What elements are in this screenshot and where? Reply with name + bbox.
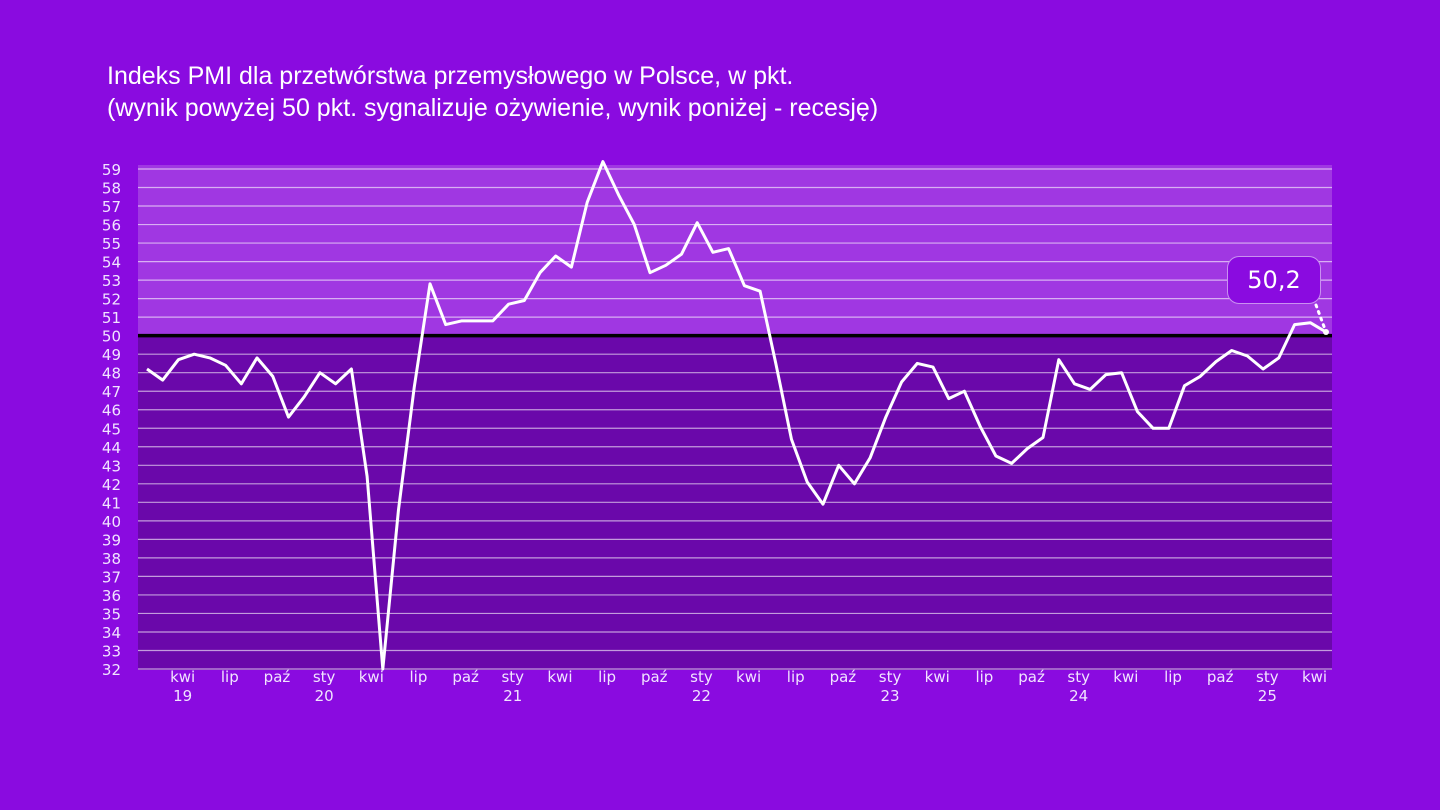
x-tick-label: kwi <box>1113 668 1138 686</box>
x-tick-label: kwi <box>547 668 572 686</box>
y-tick-label: 49 <box>102 346 121 364</box>
x-tick-label: lip <box>410 668 428 686</box>
x-tick-label: lip <box>1164 668 1182 686</box>
x-tick-label: sty <box>1067 668 1090 686</box>
x-tick-label: kwi <box>736 668 761 686</box>
x-tick-label: sty <box>1256 668 1279 686</box>
chart-title-line1: Indeks PMI dla przetwórstwa przemysłoweg… <box>107 62 794 90</box>
last-value-label: 50,2 <box>1247 266 1301 294</box>
above-threshold-band <box>138 165 1332 336</box>
y-tick-label: 35 <box>102 605 121 623</box>
x-tick-label: lip <box>221 668 239 686</box>
x-tick-label: kwi <box>359 668 384 686</box>
x-tick-label: lip <box>975 668 993 686</box>
chart-title: Indeks PMI dla przetwórstwa przemysłoweg… <box>107 60 878 124</box>
y-tick-label: 52 <box>102 291 121 309</box>
x-tick-year-label: 19 <box>173 687 192 705</box>
x-tick-year-label: 22 <box>692 687 711 705</box>
y-tick-label: 53 <box>102 272 121 290</box>
x-tick-label: kwi <box>925 668 950 686</box>
x-tick-label: paź <box>641 668 668 686</box>
y-tick-label: 57 <box>102 198 121 216</box>
x-tick-label: paź <box>830 668 857 686</box>
y-tick-label: 32 <box>102 661 121 679</box>
y-tick-label: 44 <box>102 439 121 457</box>
y-tick-label: 55 <box>102 235 121 253</box>
last-value-callout: 50,2 <box>1227 256 1321 304</box>
y-tick-label: 40 <box>102 513 121 531</box>
x-tick-year-label: 20 <box>315 687 334 705</box>
y-tick-label: 46 <box>102 402 121 420</box>
x-tick-label: sty <box>879 668 902 686</box>
x-tick-label: kwi <box>1302 668 1327 686</box>
y-tick-label: 47 <box>102 383 121 401</box>
x-tick-label: sty <box>690 668 713 686</box>
y-tick-label: 34 <box>102 624 121 642</box>
y-tick-label: 43 <box>102 457 121 475</box>
x-tick-label: paź <box>1018 668 1045 686</box>
y-tick-label: 45 <box>102 420 121 438</box>
y-tick-label: 36 <box>102 587 121 605</box>
y-tick-label: 42 <box>102 476 121 494</box>
x-tick-label: paź <box>264 668 291 686</box>
y-tick-label: 56 <box>102 217 121 235</box>
y-tick-label: 54 <box>102 254 121 272</box>
x-tick-label: sty <box>313 668 336 686</box>
y-tick-label: 48 <box>102 365 121 383</box>
y-tick-label: 59 <box>102 161 121 179</box>
x-tick-label: paź <box>1207 668 1234 686</box>
y-tick-label: 39 <box>102 531 121 549</box>
pmi-series-line <box>146 160 1327 671</box>
y-tick-label: 41 <box>102 494 121 512</box>
x-tick-label: paź <box>452 668 479 686</box>
x-tick-year-label: 25 <box>1258 687 1277 705</box>
y-tick-label: 38 <box>102 550 121 568</box>
y-tick-label: 50 <box>102 328 121 346</box>
y-tick-label: 51 <box>102 309 121 327</box>
x-tick-label: sty <box>501 668 524 686</box>
x-tick-year-label: 23 <box>881 687 900 705</box>
x-tick-label: kwi <box>170 668 195 686</box>
y-tick-label: 37 <box>102 568 121 586</box>
y-tick-label: 33 <box>102 642 121 660</box>
x-tick-year-label: 21 <box>503 687 522 705</box>
x-tick-label: lip <box>787 668 805 686</box>
x-tick-label: lip <box>598 668 616 686</box>
x-tick-year-label: 24 <box>1069 687 1088 705</box>
y-tick-label: 58 <box>102 180 121 198</box>
callout-leader-line <box>1314 303 1328 334</box>
chart-subtitle: (wynik powyżej 50 pkt. sygnalizuje ożywi… <box>107 94 879 122</box>
